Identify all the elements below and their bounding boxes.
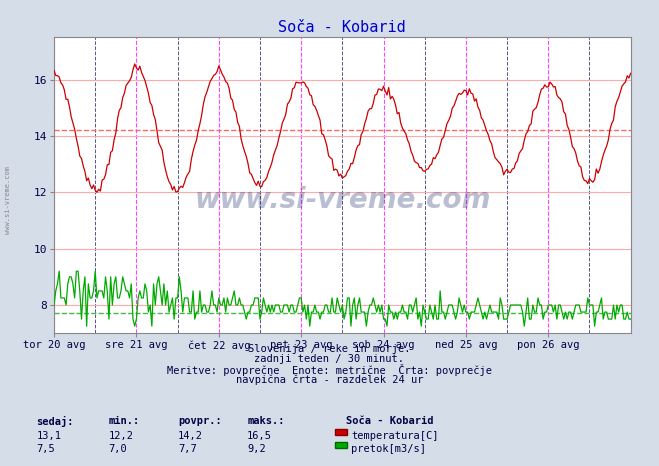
Text: povpr.:: povpr.: xyxy=(178,416,221,425)
Text: maks.:: maks.: xyxy=(247,416,285,425)
Text: www.si-vreme.com: www.si-vreme.com xyxy=(194,186,490,214)
Text: navpična črta - razdelek 24 ur: navpična črta - razdelek 24 ur xyxy=(236,375,423,385)
Text: Slovenija / reke in morje.: Slovenija / reke in morje. xyxy=(248,344,411,354)
Text: sedaj:: sedaj: xyxy=(36,416,74,427)
Text: temperatura[C]: temperatura[C] xyxy=(351,431,439,440)
Text: 16,5: 16,5 xyxy=(247,431,272,440)
Text: Soča - Kobarid: Soča - Kobarid xyxy=(346,416,434,425)
Text: 12,2: 12,2 xyxy=(109,431,134,440)
Text: min.:: min.: xyxy=(109,416,140,425)
Text: www.si-vreme.com: www.si-vreme.com xyxy=(5,166,11,234)
Text: 7,0: 7,0 xyxy=(109,444,127,453)
Text: 14,2: 14,2 xyxy=(178,431,203,440)
Title: Soča - Kobarid: Soča - Kobarid xyxy=(279,20,406,35)
Text: 7,5: 7,5 xyxy=(36,444,55,453)
Text: 9,2: 9,2 xyxy=(247,444,266,453)
Text: 13,1: 13,1 xyxy=(36,431,61,440)
Text: 7,7: 7,7 xyxy=(178,444,196,453)
Text: zadnji teden / 30 minut.: zadnji teden / 30 minut. xyxy=(254,354,405,364)
Text: pretok[m3/s]: pretok[m3/s] xyxy=(351,444,426,453)
Text: Meritve: povprečne  Enote: metrične  Črta: povprečje: Meritve: povprečne Enote: metrične Črta:… xyxy=(167,364,492,377)
